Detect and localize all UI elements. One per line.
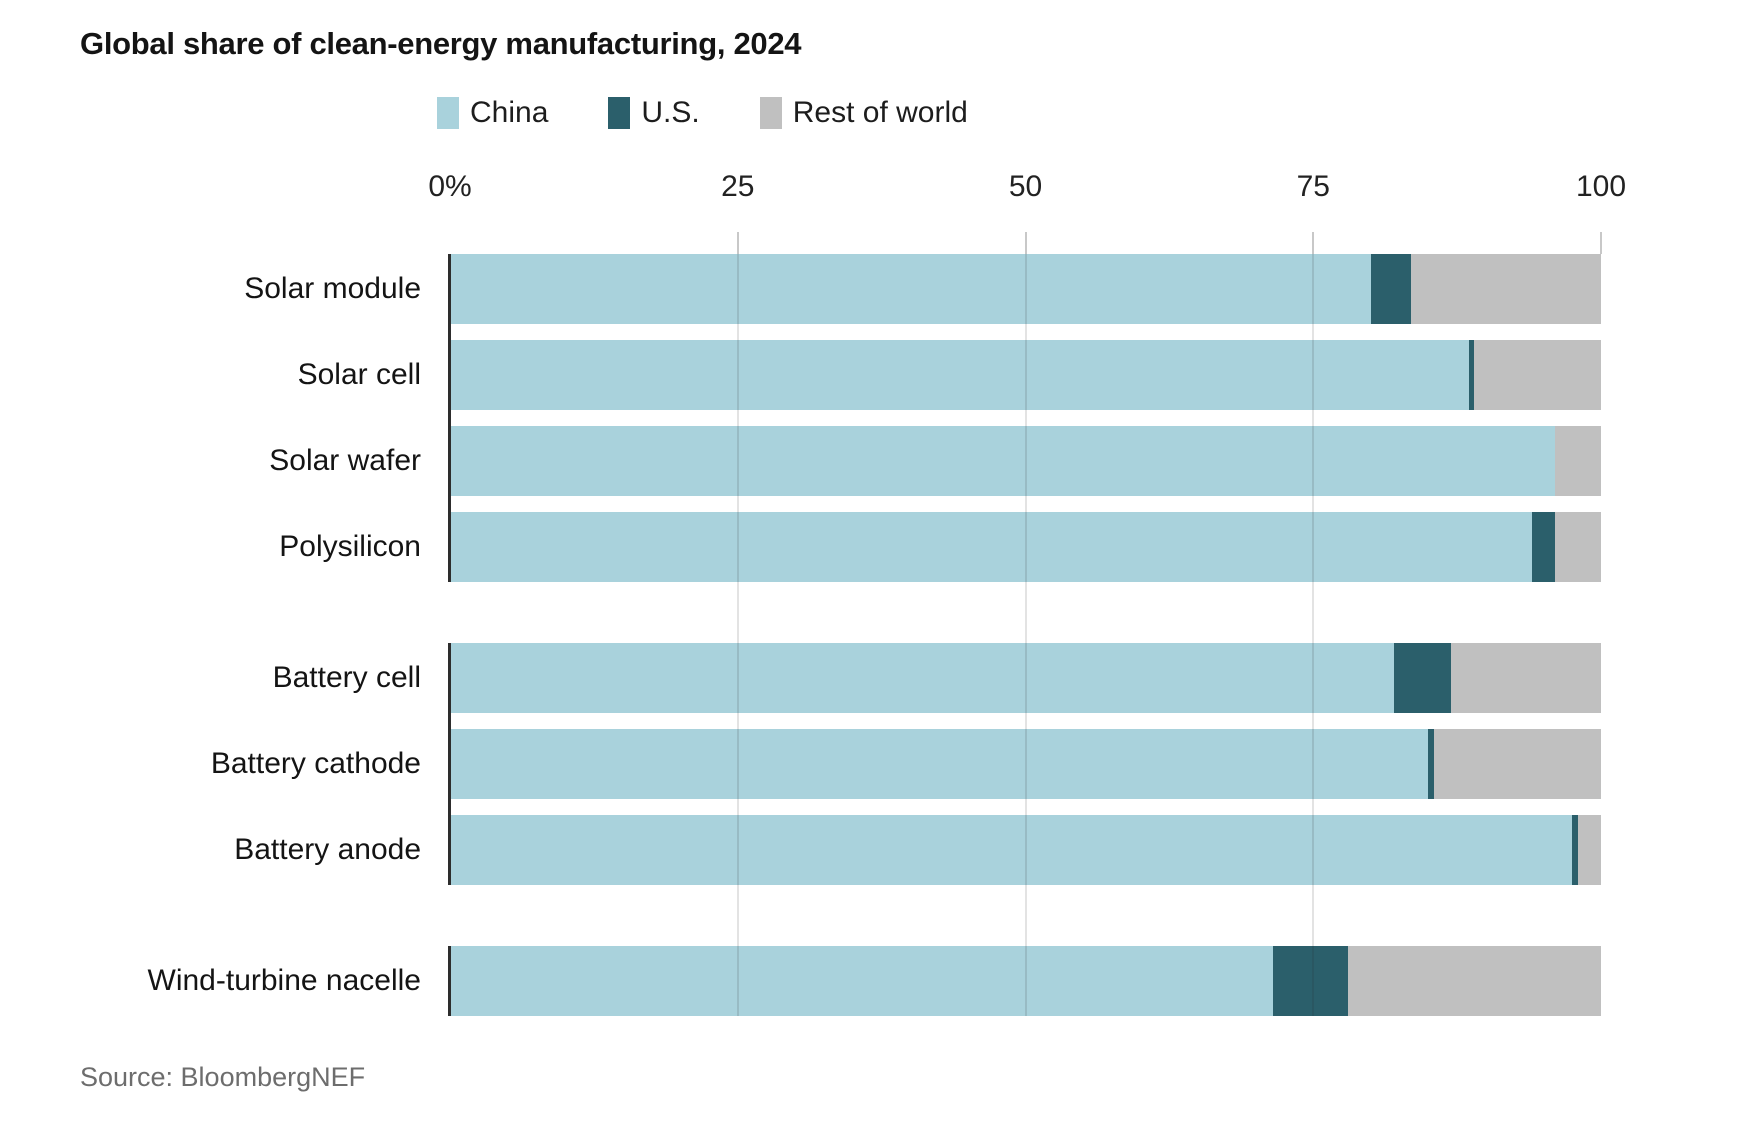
x-tick-label: 100 — [1575, 170, 1627, 203]
bar-segment-rest-of-world — [1347, 946, 1601, 1016]
bar-segment-rest-of-world — [1451, 643, 1601, 713]
legend-item-rest-of-world: Rest of world — [759, 96, 968, 130]
bar-segment-u-s- — [1393, 643, 1452, 713]
chart-title: Global share of clean-energy manufacturi… — [80, 26, 802, 61]
bar-segment-rest-of-world — [1411, 254, 1601, 324]
bar-segment-rest-of-world — [1577, 815, 1601, 885]
bar-segment-u-s- — [1572, 815, 1578, 885]
bar-row — [450, 643, 1601, 713]
bar-segment-china — [450, 426, 1555, 496]
bar-segment-china — [450, 946, 1273, 1016]
x-tick-label: 75 — [1296, 170, 1330, 203]
bar-segment-u-s- — [1428, 729, 1435, 799]
legend-swatch-icon — [759, 97, 782, 129]
source-note: Source: BloombergNEF — [80, 1062, 366, 1092]
bar-segment-china — [450, 815, 1573, 885]
gridline — [736, 254, 739, 1016]
legend: China U.S. Rest of world — [437, 96, 968, 130]
gridline — [1024, 254, 1027, 1016]
bar-row — [450, 729, 1601, 799]
x-tick-mark — [1312, 232, 1315, 254]
legend-label: China — [470, 96, 549, 129]
bar-segment-rest-of-world — [1554, 426, 1601, 496]
legend-item-u-s-: U.S. — [608, 96, 700, 130]
legend-swatch-icon — [608, 97, 631, 129]
y-axis-line — [448, 643, 451, 885]
category-label: Battery cell — [272, 661, 421, 694]
bar-row — [450, 426, 1601, 496]
category-label: Solar wafer — [269, 444, 421, 477]
bar-segment-u-s- — [1272, 946, 1348, 1016]
bar-segment-china — [450, 643, 1394, 713]
bar-row — [450, 512, 1601, 582]
bar-segment-u-s- — [1531, 512, 1555, 582]
plot-area: 0% 25 50 75 100 — [428, 170, 1626, 1016]
x-tick-label: 25 — [721, 170, 755, 203]
legend-swatch-icon — [437, 97, 459, 129]
category-label: Wind-turbine nacelle — [147, 964, 421, 997]
y-axis-line — [448, 946, 451, 1016]
gridline — [1312, 254, 1315, 1016]
x-tick-label: 50 — [1008, 170, 1043, 203]
bar-segment-rest-of-world — [1554, 512, 1601, 582]
bar-segment-rest-of-world — [1434, 729, 1601, 799]
bar-segment-china — [450, 254, 1371, 324]
bar-segment-china — [450, 729, 1429, 799]
legend-item-china: China — [437, 96, 548, 130]
category-label: Battery anode — [234, 833, 421, 866]
bar-row — [450, 946, 1601, 1016]
legend-label: U.S. — [641, 96, 700, 129]
x-tick-mark — [1600, 232, 1602, 254]
bar-segment-u-s- — [1370, 254, 1412, 324]
bar-row — [450, 254, 1601, 324]
x-tick-label: 0% — [428, 170, 472, 203]
bar-segment-u-s- — [1468, 340, 1475, 410]
category-label: Polysilicon — [279, 530, 421, 563]
x-tick-mark — [1024, 232, 1027, 254]
bar-segment-china — [450, 340, 1469, 410]
bar-row — [450, 815, 1601, 885]
x-tick-mark — [736, 232, 739, 254]
bar-row — [450, 340, 1601, 410]
bar-segment-china — [450, 512, 1532, 582]
legend-label: Rest of world — [792, 96, 968, 129]
category-label: Battery cathode — [210, 747, 421, 780]
y-axis-line — [448, 254, 451, 582]
bar-segment-rest-of-world — [1474, 340, 1601, 410]
category-label: Solar cell — [297, 358, 421, 391]
category-label: Solar module — [244, 272, 421, 305]
